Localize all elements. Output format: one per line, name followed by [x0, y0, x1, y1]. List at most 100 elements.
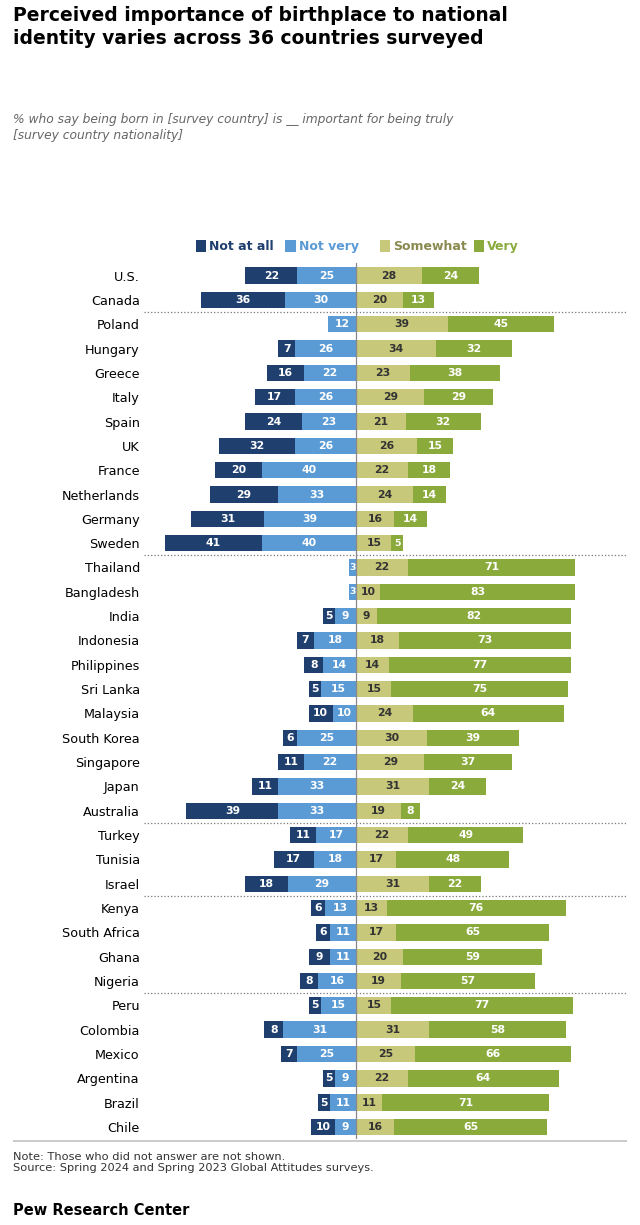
Text: 17: 17: [369, 855, 384, 865]
Text: 18: 18: [422, 466, 436, 475]
Text: 10: 10: [316, 1122, 331, 1132]
Text: 14: 14: [403, 513, 418, 524]
Text: 11: 11: [284, 757, 299, 767]
Bar: [309, 997, 321, 1014]
Bar: [356, 778, 429, 795]
Bar: [392, 681, 568, 697]
Bar: [356, 924, 396, 941]
Text: 83: 83: [470, 587, 485, 597]
Bar: [186, 802, 278, 820]
Bar: [356, 608, 378, 625]
Bar: [356, 535, 392, 551]
Text: 24: 24: [377, 708, 392, 719]
Text: 25: 25: [319, 271, 334, 281]
Text: 57: 57: [461, 976, 476, 986]
Text: Somewhat: Somewhat: [393, 240, 467, 252]
Text: 16: 16: [367, 1122, 383, 1132]
Text: 20: 20: [372, 952, 387, 962]
Text: 30: 30: [313, 295, 328, 305]
Bar: [304, 365, 356, 381]
Text: 32: 32: [436, 417, 451, 426]
Bar: [274, 851, 314, 867]
Bar: [335, 608, 356, 625]
Bar: [316, 924, 330, 941]
Bar: [356, 560, 408, 576]
Bar: [356, 1046, 415, 1062]
Text: 45: 45: [493, 320, 509, 330]
Text: 29: 29: [237, 490, 252, 500]
Text: 18: 18: [328, 855, 342, 865]
Bar: [264, 1022, 283, 1038]
Text: 28: 28: [381, 271, 397, 281]
Text: 25: 25: [319, 1049, 334, 1060]
Bar: [295, 388, 356, 405]
Bar: [297, 730, 356, 746]
Text: 8: 8: [305, 976, 313, 986]
Bar: [389, 657, 571, 673]
Bar: [429, 778, 486, 795]
Bar: [297, 632, 314, 649]
Bar: [314, 851, 356, 867]
Bar: [382, 1094, 549, 1111]
Bar: [408, 462, 451, 479]
Text: 76: 76: [468, 903, 484, 913]
Bar: [356, 511, 394, 527]
Text: 11: 11: [296, 831, 310, 840]
Bar: [406, 413, 481, 430]
Text: 21: 21: [373, 417, 388, 426]
Bar: [356, 997, 392, 1014]
Bar: [356, 388, 424, 405]
Bar: [401, 973, 535, 990]
Text: 41: 41: [206, 538, 221, 548]
Text: Not very: Not very: [299, 240, 359, 252]
Bar: [427, 730, 519, 746]
Text: 22: 22: [323, 757, 338, 767]
Bar: [356, 753, 424, 771]
Text: 22: 22: [374, 1073, 390, 1083]
Bar: [267, 365, 304, 381]
Text: 19: 19: [371, 976, 386, 986]
Text: 26: 26: [318, 392, 333, 402]
Bar: [214, 462, 262, 479]
Bar: [300, 973, 319, 990]
Text: 49: 49: [458, 831, 474, 840]
Text: 14: 14: [332, 660, 347, 670]
Bar: [356, 413, 406, 430]
Bar: [394, 511, 427, 527]
Text: Note: Those who did not answer are not shown.
Source: Spring 2024 and Spring 202: Note: Those who did not answer are not s…: [13, 1152, 374, 1174]
Text: 33: 33: [310, 490, 325, 500]
Text: 17: 17: [268, 392, 282, 402]
Bar: [356, 900, 387, 916]
Text: 24: 24: [266, 417, 281, 426]
Text: 39: 39: [225, 806, 240, 816]
Bar: [356, 1071, 408, 1087]
Text: 22: 22: [323, 368, 338, 377]
Text: 39: 39: [394, 320, 410, 330]
Text: 37: 37: [460, 757, 476, 767]
Bar: [323, 608, 335, 625]
Text: 13: 13: [364, 903, 379, 913]
Bar: [319, 1094, 330, 1111]
Text: 30: 30: [384, 733, 399, 742]
Bar: [356, 948, 403, 965]
Text: 13: 13: [333, 903, 348, 913]
Text: 9: 9: [342, 1122, 349, 1132]
Bar: [309, 948, 330, 965]
Text: 22: 22: [374, 562, 390, 572]
Bar: [295, 341, 356, 356]
Bar: [316, 827, 356, 843]
Text: 8: 8: [310, 660, 317, 670]
Text: 31: 31: [385, 878, 400, 889]
Bar: [311, 900, 326, 916]
Text: 10: 10: [360, 587, 376, 597]
Bar: [297, 267, 356, 284]
Text: 7: 7: [301, 636, 309, 646]
Text: 15: 15: [428, 441, 443, 451]
Bar: [245, 413, 302, 430]
Bar: [356, 292, 403, 309]
Text: 11: 11: [335, 927, 351, 937]
Bar: [356, 316, 448, 332]
Text: 18: 18: [328, 636, 342, 646]
Text: 15: 15: [366, 538, 381, 548]
Text: 66: 66: [485, 1049, 500, 1060]
